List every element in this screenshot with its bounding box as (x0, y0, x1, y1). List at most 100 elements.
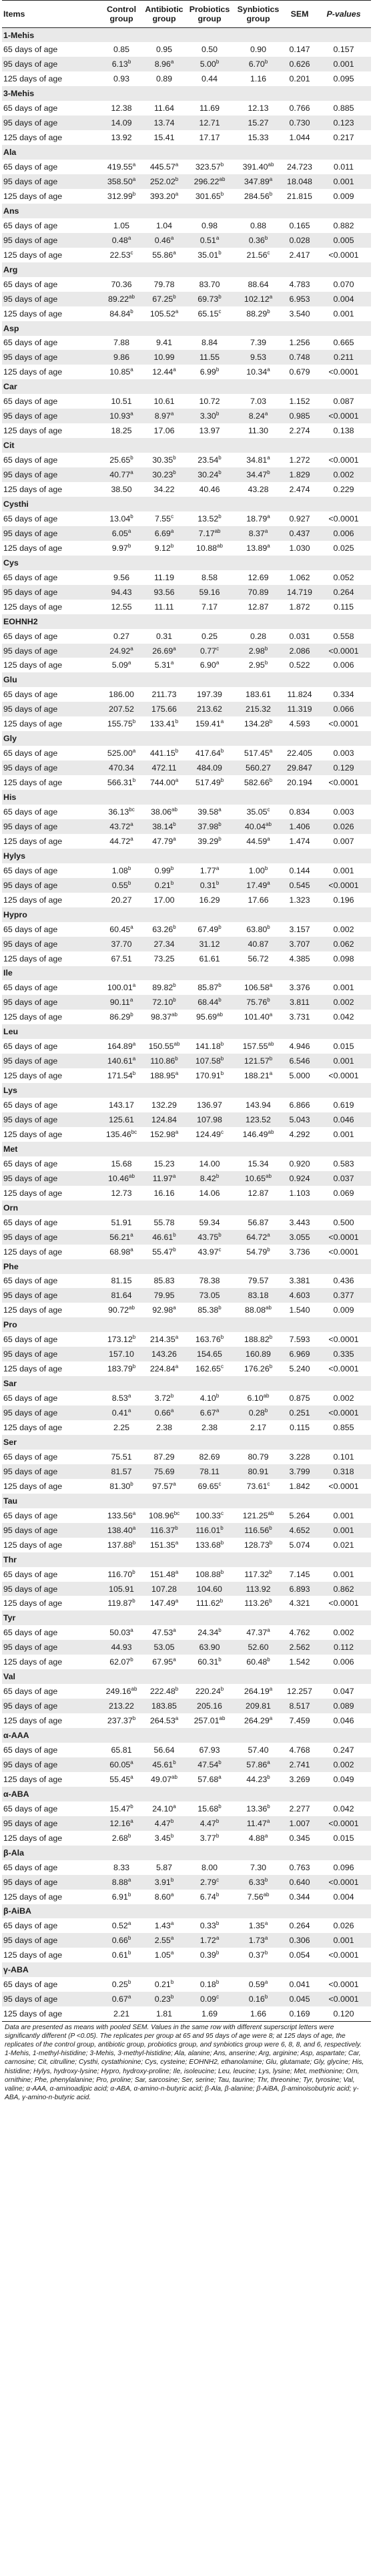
age-label: 65 days of age (3, 1452, 58, 1462)
age-label: 65 days of age (3, 1042, 58, 1052)
table-cell: 0.001 (316, 57, 371, 72)
table-cell: 7.03 (250, 397, 267, 407)
table-cell: 1.69 (185, 2006, 234, 2022)
table-row: 125 days of age 22.53c 55.86a 35.01b 21.56c 2… (2, 248, 371, 262)
header-sem: SEM (283, 0, 316, 28)
table-cell: <0.0001 (328, 455, 359, 465)
table-cell: 87.29 (153, 1452, 175, 1462)
significance-letter: b (218, 1803, 222, 1809)
table-cell: 0.006 (333, 660, 354, 670)
table-cell: 56.87 (248, 1217, 269, 1227)
group-label: Lys (2, 1083, 371, 1098)
table-cell: 110.86b (143, 1054, 185, 1069)
table-cell: 10.88ab (196, 542, 223, 553)
table-row: 65 days of age 60.45a 63.26b 67.49b 63.80b 3.… (2, 922, 371, 937)
significance-letter: a (130, 923, 133, 930)
group-row: 1-Mehis (2, 27, 371, 43)
table-cell: 83.18 (234, 1288, 283, 1303)
age-label: 65 days of age (3, 1803, 58, 1813)
table-cell: 5.09a (111, 660, 131, 670)
table-cell: 0.59a (248, 1979, 268, 1990)
table-cell: 9.53 (234, 350, 283, 365)
table-cell: 17.49a (234, 877, 283, 893)
table-cell: 3.381 (289, 1276, 310, 1286)
table-row: 65 days of age 116.70b 151.48a 108.88b 117.3… (2, 1567, 371, 1582)
table-cell: 10.51 (111, 397, 132, 407)
table-cell: 213.22 (100, 1699, 143, 1714)
table-cell: 0.89 (155, 74, 173, 84)
age-label: 125 days of age (3, 660, 63, 670)
header-control: Control group (100, 0, 143, 28)
table-cell: 5.240 (289, 1364, 310, 1374)
significance-letter: b (218, 293, 222, 300)
age-label: 65 days of age (3, 865, 58, 875)
table-cell: 12.55 (111, 602, 132, 612)
table-cell: 10.65ab (234, 1170, 283, 1186)
significance-letter: a (132, 161, 136, 168)
age-label: 95 days of age (2, 1347, 100, 1362)
table-cell: 0.436 (333, 1276, 354, 1286)
group-row: EOHNH2 (2, 614, 371, 629)
table-cell: 0.85 (113, 45, 130, 55)
significance-letter: b (216, 1979, 220, 1986)
age-label: 95 days of age (2, 1640, 100, 1655)
table-cell: 188.82b (244, 1334, 273, 1345)
table-cell: 116.56b (234, 1522, 283, 1538)
table-cell: 175.66 (143, 702, 185, 717)
significance-letter: a (170, 1407, 174, 1414)
group-label: Cys (2, 555, 371, 570)
group-label: Gly (2, 731, 371, 746)
table-row: 65 days of age 419.55a 445.57a 323.57b 391.4… (2, 160, 371, 174)
table-cell: 44.59a (246, 835, 270, 846)
significance-letter: b (220, 1598, 224, 1604)
significance-letter: a (267, 835, 270, 842)
table-cell: 0.002 (333, 1628, 354, 1638)
age-label: 95 days of age (2, 1288, 100, 1303)
significance-letter: b (267, 997, 270, 1004)
table-cell: 1.73a (234, 1933, 283, 1948)
table-cell: 2.68b (111, 1832, 131, 1843)
table-cell: 4.652 (283, 1522, 316, 1538)
age-label: 65 days of age (3, 631, 58, 641)
table-cell: 67.93 (199, 1745, 220, 1755)
table-cell: 0.095 (333, 74, 354, 84)
table-cell: 0.55b (100, 877, 143, 893)
significance-letter: a (269, 1012, 273, 1018)
age-label: 125 days of age (3, 602, 63, 612)
significance-letter: b (216, 1950, 220, 1956)
table-cell: 0.211 (316, 350, 371, 365)
table-cell: 171.54b (107, 1070, 136, 1081)
table-cell: 107.58b (185, 1054, 234, 1069)
significance-letter: a (130, 1773, 133, 1780)
table-cell: 27.34 (143, 936, 185, 951)
table-cell: 141.18b (195, 1041, 224, 1052)
table-cell: 0.48a (100, 232, 143, 248)
table-cell: 56.64 (153, 1745, 175, 1755)
table-cell: 7.17 (201, 602, 218, 612)
table-row: 95 days of age 0.67a 0.23b 0.09c 0.16b 0.045 <… (2, 1992, 371, 2007)
table-cell: 73.61c (246, 1480, 270, 1491)
significance-letter: b (264, 865, 268, 871)
table-row: 125 days of age 2.68b 3.45b 3.77b 4.88a 0.345… (2, 1831, 371, 1846)
table-cell: 257.01ab (194, 1715, 226, 1726)
table-cell: 44.23b (246, 1773, 270, 1784)
significance-letter: a (218, 1773, 222, 1780)
table-cell: 12.87 (248, 602, 269, 612)
table-cell: 0.041 (289, 1980, 310, 1990)
table-row: 65 days of age 50.03a 47.53a 24.34b 47.37a 4.… (2, 1625, 371, 1640)
table-row: 65 days of age 75.51 87.29 82.69 80.79 3.228 0… (2, 1450, 371, 1464)
age-label: 95 days of age (2, 525, 100, 541)
table-cell: 38.14b (143, 819, 185, 834)
significance-letter: b (216, 411, 220, 417)
significance-letter: ab (173, 1041, 180, 1048)
table-cell: 47.54b (185, 1757, 234, 1772)
table-row: 65 days of age 0.25b 0.21b 0.18b 0.59a 0.041 <… (2, 1977, 371, 1992)
significance-letter: b (170, 1876, 174, 1883)
significance-letter: a (130, 835, 133, 842)
table-cell: 8.60a (154, 1891, 174, 1902)
table-cell: 0.046 (333, 1716, 354, 1726)
table-cell: 17.66 (248, 895, 269, 905)
significance-letter: b (173, 469, 176, 475)
significance-letter: b (218, 1657, 222, 1663)
significance-letter: c (220, 1363, 224, 1370)
